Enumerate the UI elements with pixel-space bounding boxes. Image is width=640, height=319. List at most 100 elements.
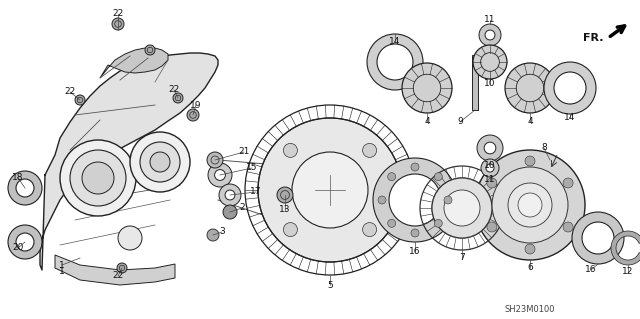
Circle shape [378,196,386,204]
Circle shape [140,142,180,182]
Polygon shape [611,231,640,265]
Circle shape [525,156,535,166]
Circle shape [473,45,507,79]
Circle shape [508,183,552,227]
Text: 9: 9 [457,117,463,127]
Circle shape [363,223,376,237]
Circle shape [208,163,232,187]
Circle shape [214,170,225,181]
Text: 10: 10 [484,79,496,88]
Text: 10: 10 [484,160,496,169]
Text: 2: 2 [239,204,245,212]
Circle shape [411,163,419,171]
Circle shape [284,144,298,157]
Circle shape [572,212,624,264]
Circle shape [258,118,402,262]
Circle shape [187,109,199,121]
Text: 8: 8 [541,144,547,152]
Circle shape [16,233,34,251]
Circle shape [475,150,585,260]
Circle shape [518,193,542,217]
Circle shape [70,150,126,206]
Circle shape [130,132,190,192]
Text: 22: 22 [113,271,124,280]
Circle shape [487,178,497,188]
Circle shape [75,95,85,105]
Text: 12: 12 [622,268,634,277]
Circle shape [525,244,535,254]
Polygon shape [100,48,168,78]
Polygon shape [472,55,478,110]
Circle shape [150,152,170,172]
Text: FR.: FR. [584,33,604,43]
Circle shape [112,18,124,30]
Text: 4: 4 [424,117,430,127]
Circle shape [479,24,501,46]
Text: 11: 11 [484,175,496,184]
Circle shape [16,179,34,197]
Circle shape [82,162,114,194]
Circle shape [173,93,183,103]
Circle shape [477,135,503,161]
Text: 16: 16 [585,265,596,275]
Circle shape [486,164,494,172]
Circle shape [388,219,396,227]
Circle shape [363,144,376,157]
Circle shape [411,229,419,237]
Circle shape [484,142,496,154]
Polygon shape [40,53,218,270]
Circle shape [117,263,127,273]
Circle shape [118,226,142,250]
Text: 21: 21 [238,147,250,157]
Circle shape [444,196,452,204]
Circle shape [284,223,298,237]
Circle shape [389,174,441,226]
Circle shape [207,229,219,241]
Circle shape [377,44,413,80]
Text: 4: 4 [527,117,533,127]
Circle shape [492,167,568,243]
Circle shape [582,222,614,254]
Circle shape [60,140,136,216]
Circle shape [207,152,223,168]
Circle shape [223,205,237,219]
Circle shape [563,222,573,232]
Text: 20: 20 [12,243,24,253]
Text: 22: 22 [168,85,180,94]
Circle shape [367,34,423,90]
Text: 11: 11 [484,16,496,25]
Circle shape [435,173,442,181]
Text: 3: 3 [219,227,225,236]
Circle shape [432,178,492,238]
Circle shape [292,152,368,228]
Circle shape [485,30,495,40]
Circle shape [8,171,42,205]
Circle shape [8,225,42,259]
Text: 16: 16 [409,248,420,256]
Circle shape [388,173,396,181]
Circle shape [219,184,241,206]
Text: 17: 17 [250,188,262,197]
Circle shape [373,158,457,242]
Text: 7: 7 [459,254,465,263]
Text: 5: 5 [327,280,333,290]
Circle shape [402,63,452,113]
Text: 22: 22 [113,10,124,19]
Circle shape [563,178,573,188]
Text: 1: 1 [59,266,65,276]
Circle shape [145,45,155,55]
Circle shape [481,159,499,177]
Text: 6: 6 [527,263,533,272]
Text: 13: 13 [279,205,291,214]
Text: 14: 14 [389,38,401,47]
Text: 15: 15 [246,164,258,173]
Text: SH23M0100: SH23M0100 [505,306,556,315]
Circle shape [544,62,596,114]
Text: 19: 19 [190,100,202,109]
Circle shape [444,190,480,226]
Circle shape [435,219,442,227]
Circle shape [225,190,235,200]
Text: 22: 22 [65,87,76,97]
Circle shape [505,63,555,113]
Text: 14: 14 [564,114,576,122]
